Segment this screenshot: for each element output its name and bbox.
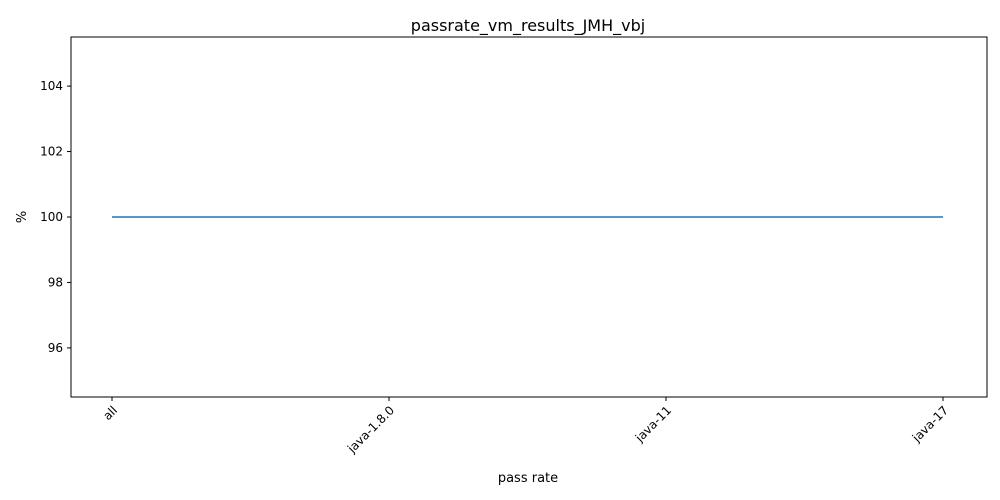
y-tick-label: 104	[40, 79, 63, 93]
chart-title: passrate_vm_results_JMH_vbj	[411, 16, 645, 36]
x-tick-label: java-17	[909, 403, 951, 445]
x-axis: all java-1.8.0 java-11 java-17	[100, 397, 951, 456]
y-tick-label: 96	[48, 341, 63, 355]
x-tick-label: all	[100, 403, 120, 423]
y-axis-label: %	[15, 211, 30, 223]
y-axis: 96 98 100 102 104	[40, 79, 71, 355]
y-tick-label: 102	[40, 145, 63, 159]
y-tick-label: 100	[40, 210, 63, 224]
x-tick-label: java-11	[632, 403, 674, 445]
y-tick-label: 98	[48, 275, 63, 289]
x-tick-label: java-1.8.0	[344, 403, 397, 456]
x-axis-label: pass rate	[498, 471, 558, 486]
